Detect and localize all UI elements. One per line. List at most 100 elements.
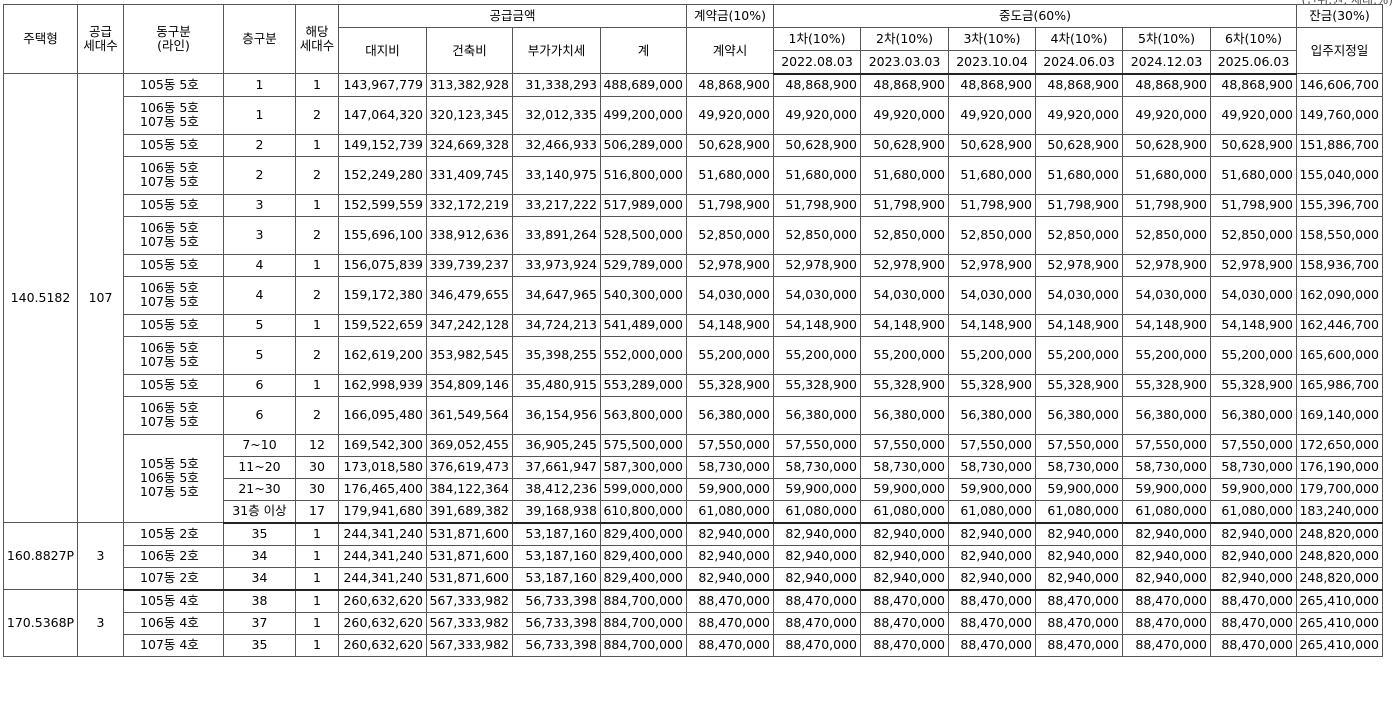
- cell-middle-4: 54,030,000: [1035, 275, 1123, 315]
- cell-balance: 155,396,700: [1296, 193, 1383, 217]
- cell-middle-2: 82,940,000: [860, 544, 949, 568]
- cell-building: 313,382,928: [426, 73, 513, 97]
- header-dong-line: 동구분 (라인): [123, 4, 224, 74]
- cell-dong-line: 106동 5호 107동 5호: [123, 335, 224, 375]
- header-installment-2: 2차(10%): [860, 27, 949, 51]
- cell-units: 12: [295, 433, 339, 457]
- cell-middle-3: 52,850,000: [948, 215, 1036, 255]
- cell-middle-5: 55,200,000: [1122, 335, 1211, 375]
- cell-total: 552,000,000: [600, 335, 687, 375]
- cell-middle-5: 59,900,000: [1122, 477, 1211, 501]
- cell-middle-6: 58,730,000: [1210, 455, 1297, 479]
- cell-middle-5: 82,940,000: [1122, 544, 1211, 568]
- cell-balance: 165,600,000: [1296, 335, 1383, 375]
- cell-building: 376,619,473: [426, 455, 513, 479]
- cell-middle-4: 51,680,000: [1035, 155, 1123, 195]
- cell-middle-3: 54,148,900: [948, 313, 1036, 337]
- cell-middle-5: 56,380,000: [1122, 395, 1211, 435]
- cell-vat: 34,647,965: [512, 275, 601, 315]
- cell-middle-5: 52,850,000: [1122, 215, 1211, 255]
- header-installment-6: 6차(10%): [1210, 27, 1297, 51]
- cell-balance: 248,820,000: [1296, 566, 1383, 591]
- header-installment-4: 4차(10%): [1035, 27, 1123, 51]
- cell-middle-1: 88,470,000: [773, 589, 861, 613]
- cell-middle-6: 54,030,000: [1210, 275, 1297, 315]
- cell-middle-5: 58,730,000: [1122, 455, 1211, 479]
- cell-middle-6: 82,940,000: [1210, 544, 1297, 568]
- cell-units: 1: [295, 633, 339, 657]
- cell-middle-6: 51,798,900: [1210, 193, 1297, 217]
- cell-deposit: 88,470,000: [686, 611, 774, 635]
- cell-middle-4: 82,940,000: [1035, 566, 1123, 591]
- cell-deposit: 54,030,000: [686, 275, 774, 315]
- cell-deposit: 57,550,000: [686, 433, 774, 457]
- cell-deposit: 51,798,900: [686, 193, 774, 217]
- cell-total: 553,289,000: [600, 373, 687, 397]
- cell-middle-6: 82,940,000: [1210, 566, 1297, 591]
- table-row: 140.5182 107 105동 5호 1 1 143,967,779 313,382,9…: [3, 73, 1383, 523]
- dong-line-text: 105동 5호: [140, 197, 199, 212]
- cell-middle-4: 82,940,000: [1035, 522, 1123, 546]
- cell-floor: 35: [223, 522, 296, 546]
- cell-middle-2: 54,030,000: [860, 275, 949, 315]
- cell-middle-4: 57,550,000: [1035, 433, 1123, 457]
- cell-middle-4: 88,470,000: [1035, 589, 1123, 613]
- cell-dong-line: 105동 5호: [123, 193, 224, 217]
- cell-middle-3: 51,798,900: [948, 193, 1036, 217]
- cell-middle-1: 49,920,000: [773, 95, 861, 135]
- cell-middle-2: 61,080,000: [860, 499, 949, 524]
- cell-dong-line: 105동 4호: [123, 589, 224, 613]
- cell-floor: 2: [223, 133, 296, 157]
- cell-deposit: 52,850,000: [686, 215, 774, 255]
- cell-total: 884,700,000: [600, 589, 687, 613]
- cell-deposit: 82,940,000: [686, 522, 774, 546]
- table-row: 106동 5호 107동 5호 3 2 155,696,100 338,912,636 33…: [4, 215, 1383, 255]
- header-installment-3: 3차(10%): [948, 27, 1036, 51]
- cell-units: 2: [295, 395, 339, 435]
- cell-dong-line: 106동 4호: [123, 611, 224, 635]
- dong-line-text: 105동 5호: [140, 377, 199, 392]
- cell-vat: 56,733,398: [512, 633, 601, 657]
- cell-floor: 37: [223, 611, 296, 635]
- dong-line-text: 106동 4호: [140, 615, 199, 630]
- cell-deposit: 51,680,000: [686, 155, 774, 195]
- cell-vat: 39,168,938: [512, 499, 601, 524]
- cell-units: 30: [295, 455, 339, 479]
- cell-middle-2: 56,380,000: [860, 395, 949, 435]
- dong-line-text: 107동 4호: [140, 637, 199, 652]
- cell-middle-1: 51,680,000: [773, 155, 861, 195]
- table-row: 31층 이상 17 179,941,680 391,689,382 39,168,938…: [4, 499, 1383, 524]
- table-row: 170.5368P 3 105동 4호 38 1 260,632,620 567,333,9…: [3, 589, 1383, 657]
- cell-units: 1: [295, 373, 339, 397]
- cell-total: 541,489,000: [600, 313, 687, 337]
- cell-balance: 146,606,700: [1296, 73, 1383, 97]
- cell-units: 30: [295, 477, 339, 501]
- cell-units: 1: [295, 253, 339, 277]
- dong-line-text: 106동 5호: [140, 470, 199, 486]
- cell-middle-3: 61,080,000: [948, 499, 1036, 524]
- header-date-3: 2023.10.04: [948, 50, 1036, 75]
- cell-vat: 32,466,933: [512, 133, 601, 157]
- cell-dong-line: 105동 5호: [123, 373, 224, 397]
- cell-dong-line: 106동 5호 107동 5호: [123, 395, 224, 435]
- header-deposit: 계약금(10%): [686, 4, 774, 28]
- cell-middle-4: 58,730,000: [1035, 455, 1123, 479]
- cell-total: 529,789,000: [600, 253, 687, 277]
- cell-units: 1: [295, 133, 339, 157]
- table-row: 105동 5호 6 1 162,998,939 354,809,146 35,480,91…: [4, 373, 1383, 397]
- cell-deposit: 58,730,000: [686, 455, 774, 479]
- cell-balance: 149,760,000: [1296, 95, 1383, 135]
- cell-building: 338,912,636: [426, 215, 513, 255]
- cell-land: 152,249,280: [338, 155, 427, 195]
- cell-total: 528,500,000: [600, 215, 687, 255]
- cell-middle-5: 48,868,900: [1122, 73, 1211, 97]
- cell-middle-1: 56,380,000: [773, 395, 861, 435]
- cell-dong-line: 106동 5호 107동 5호: [123, 275, 224, 315]
- cell-dong-line: 106동 5호 107동 5호: [123, 215, 224, 255]
- cell-units: 2: [295, 215, 339, 255]
- cell-building: 384,122,364: [426, 477, 513, 501]
- cell-units: 1: [295, 193, 339, 217]
- cell-middle-6: 56,380,000: [1210, 395, 1297, 435]
- cell-vat: 32,012,335: [512, 95, 601, 135]
- cell-balance: 265,410,000: [1296, 611, 1383, 635]
